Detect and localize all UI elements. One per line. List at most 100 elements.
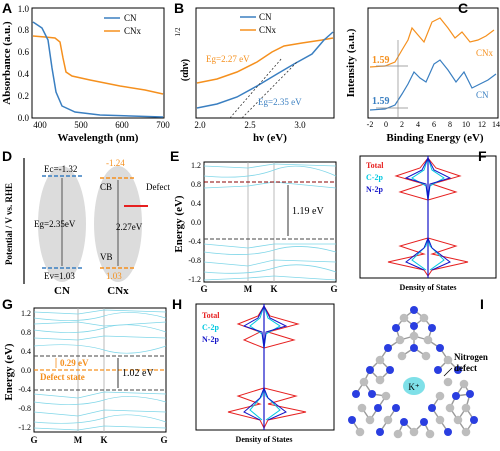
carbon-atom [461, 403, 471, 413]
vb-label: VB [100, 252, 113, 262]
dos-cn: Total C-2p N-2p Density of States [359, 155, 497, 292]
carbon-atom [443, 377, 453, 387]
panel-b: B 2.0 2.5 3.0 hν (eV) (αhν) 1/2 Eg=2.27 … [172, 0, 340, 145]
nitrogen-atom [410, 322, 418, 330]
carbon-atom [421, 351, 431, 361]
xtick: 10 [462, 120, 470, 129]
ytick: 0.2 [18, 91, 29, 101]
absorbance-plot: 0.0 0.2 0.4 0.6 0.8 1.0 400 500 600 700 … [1, 4, 170, 144]
xtick: 14 [492, 120, 500, 129]
carbon-atom [425, 429, 435, 439]
carbon-atom [393, 429, 403, 439]
band-structure-cn: 1.2 0.8 0.4 0.0 -0.4 -0.8 -1.2 Energy (e… [173, 161, 338, 294]
xtick: 3.0 [294, 120, 306, 130]
vb-value-cn: 1.59 [372, 96, 390, 107]
ytick: -1.2 [18, 423, 31, 432]
carbon-atom [445, 403, 455, 413]
nitrogen-atom [386, 366, 394, 374]
nitrogen-atom [466, 390, 474, 398]
ytick: 0.4 [191, 199, 201, 208]
nitrogen-atom [348, 416, 356, 424]
nitrogen-atom [420, 418, 428, 426]
y-ticks: 0.0 0.2 0.4 0.6 0.8 1.0 [18, 4, 30, 123]
x-axis-label: Wavelength (nm) [58, 132, 139, 144]
label-cnx: CNx [476, 48, 494, 58]
panel-e: E 1.2 0.8 0.4 0.0 -0.4 -0.8 -1.2 Energy … [170, 148, 340, 296]
panel-h: H Total C-2p N-2p Density of States [172, 296, 340, 446]
panel-c: C -2 0 2 4 6 8 10 12 14 Binding Energy (… [340, 0, 500, 145]
panel-letter: G [2, 296, 13, 312]
panel-letter: A [2, 0, 13, 16]
panel-letter: C [458, 0, 469, 16]
carbon-atom [399, 313, 409, 323]
ytick: -0.8 [188, 256, 201, 265]
vb-value-cnx: 1.59 [372, 55, 390, 66]
x-ticks: 400 500 600 700 [33, 120, 170, 130]
vb-value: 1.03 [106, 271, 122, 281]
carbon-atom [435, 391, 445, 401]
gap-label: 2.27eV [116, 222, 143, 232]
panel-g: G 1.2 0.8 0.4 0.0 -0.4 -0.8 -1.2 Energy … [0, 296, 170, 446]
x-axis-label: Density of States [400, 283, 457, 292]
x-label-cn: CN [54, 285, 70, 296]
legend-cnx: CNx [259, 25, 277, 35]
xtick: K [100, 435, 107, 445]
carbon-atom [453, 415, 463, 425]
nitrogen-atom [410, 306, 418, 314]
xtick: 700 [156, 120, 170, 130]
nitrogen-atom [384, 344, 392, 352]
ytick: 1.2 [21, 309, 31, 318]
nitrogen-atom [400, 418, 408, 426]
ytick: 0.4 [21, 347, 31, 356]
carbon-atom [419, 313, 429, 323]
carbon-atom [409, 331, 419, 341]
panel-i: I K⁺ Nitrogen defect [340, 296, 500, 446]
legend-cn: CN [259, 12, 272, 22]
xtick: 2.0 [194, 120, 206, 130]
xtick: 0 [384, 120, 388, 129]
legend-cn: CN [124, 13, 137, 23]
carbon-atom [375, 375, 385, 385]
dos-cnx: Total C-2p N-2p Density of States [195, 303, 335, 444]
xtick: G [30, 435, 37, 445]
nitrogen-atom [470, 416, 478, 424]
panel-letter: B [174, 0, 185, 16]
series-cnx-line [369, 17, 495, 68]
legend: CN CNx [240, 12, 277, 35]
nitrogen-atom [352, 390, 360, 398]
molecular-structure: K⁺ Nitrogen defect [348, 306, 488, 439]
panel-letter: F [478, 148, 487, 164]
y-axis-label: (αhν) [180, 59, 191, 81]
ytick: -0.4 [188, 237, 201, 246]
nitrogen-atom [368, 390, 376, 398]
series-cnx-line [196, 37, 334, 84]
panel-f: F Total C-2p N-2p Density of States [340, 148, 500, 296]
carbon-atom [357, 403, 367, 413]
nitrogen-atom [436, 344, 444, 352]
ytick: 0.6 [18, 47, 30, 57]
cb-value: -1.24 [106, 158, 125, 168]
carbon-atom [355, 427, 365, 437]
xtick: M [74, 435, 83, 445]
xtick: 4 [416, 120, 420, 129]
series-cnx-line [32, 35, 164, 95]
band-structure-diagram: Potential / V vs. RHE Ec=-1.32 Eg=2.35eV… [4, 158, 189, 297]
xtick: G [160, 435, 167, 445]
eg-cnx-label: Eg=2.27 eV [206, 54, 250, 64]
ytick: 0.0 [18, 113, 30, 123]
eg-cn-label: Eg=2.35 eV [258, 97, 302, 107]
nitrogen-atom [392, 404, 400, 412]
legend-c2p: C-2p [202, 323, 219, 332]
y-axis-label: Potential / V vs. RHE [4, 183, 14, 265]
carbon-atom [397, 351, 407, 361]
nitrogen-atom [376, 428, 384, 436]
series-cn-line [32, 21, 164, 118]
carbon-atom [359, 377, 369, 387]
ytick: -0.8 [18, 404, 31, 413]
nitrogen-atom [392, 324, 400, 332]
defect-label: Defect state [146, 182, 170, 192]
y-axis-exponent: 1/2 [174, 27, 182, 36]
xtick: 8 [448, 120, 452, 129]
series-cn-line [369, 59, 497, 111]
gap-label: 1.19 eV [292, 206, 324, 217]
